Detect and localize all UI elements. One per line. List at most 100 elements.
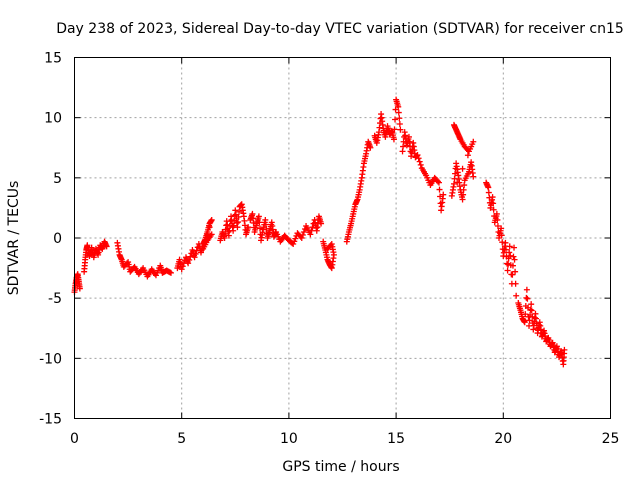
data-point	[299, 231, 306, 238]
data-point	[76, 285, 83, 292]
data-point	[434, 178, 441, 185]
data-point	[414, 151, 421, 158]
data-point	[498, 232, 505, 239]
data-point	[167, 269, 174, 276]
data-point	[504, 267, 511, 274]
data-point	[529, 313, 536, 320]
data-point	[300, 228, 307, 235]
data-point	[502, 239, 509, 246]
data-point	[325, 244, 332, 251]
y-tick-label: 15	[44, 51, 62, 67]
data-point	[395, 109, 402, 116]
data-point	[390, 136, 397, 143]
y-tick-labels: 15 10 5 0 -5 -10 -15	[39, 51, 62, 428]
data-point	[191, 254, 198, 261]
y-tick-label: -5	[48, 291, 62, 307]
chart-title: Day 238 of 2023, Sidereal Day-to-day VTE…	[56, 21, 624, 37]
data-point	[291, 238, 298, 245]
data-point	[255, 213, 262, 220]
data-point	[415, 155, 422, 162]
data-point	[234, 219, 241, 226]
x-tick-label: 25	[602, 431, 620, 447]
data-point	[298, 235, 305, 241]
data-point	[506, 249, 513, 256]
data-point	[523, 286, 530, 293]
data-point	[490, 206, 497, 213]
y-tick-label: -10	[39, 351, 62, 367]
data-point	[324, 245, 331, 252]
data-point	[208, 231, 215, 238]
data-point	[513, 292, 520, 299]
data-point	[489, 194, 496, 201]
data-point	[522, 311, 529, 318]
data-point	[509, 271, 516, 278]
data-point	[527, 306, 534, 313]
data-point	[512, 280, 519, 287]
data-point	[507, 252, 514, 259]
data-point	[561, 346, 568, 353]
data-point	[417, 161, 424, 168]
data-point	[452, 170, 459, 177]
data-point	[245, 224, 252, 231]
data-point	[485, 184, 492, 191]
data-point	[230, 222, 237, 229]
data-point	[450, 180, 457, 187]
data-point	[397, 126, 404, 133]
data-point	[511, 256, 518, 263]
data-point	[459, 165, 466, 172]
data-point	[235, 213, 242, 220]
x-tick-label: 5	[177, 431, 186, 447]
data-point	[256, 225, 263, 232]
x-tick-labels: 0 5 10 15 20 25	[70, 431, 619, 447]
y-tick-label: 5	[53, 171, 62, 187]
data-point	[436, 186, 443, 193]
data-point	[396, 120, 403, 127]
data-point	[367, 144, 374, 151]
x-tick-label: 15	[387, 431, 405, 447]
data-point	[186, 256, 193, 263]
data-point	[206, 224, 213, 231]
data-point	[493, 210, 500, 217]
data-point	[179, 263, 186, 270]
data-point	[490, 200, 497, 207]
data-point	[231, 212, 238, 219]
data-point	[494, 216, 501, 223]
y-tick-label: -15	[39, 412, 62, 428]
data-point	[464, 152, 471, 159]
data-point	[395, 103, 402, 110]
y-axis-label: SDTVAR / TECUs	[6, 181, 22, 296]
data-point	[392, 116, 399, 123]
data-point	[440, 191, 447, 198]
data-point	[504, 260, 511, 267]
data-point	[292, 235, 299, 242]
data-point	[192, 250, 199, 257]
data-point	[470, 138, 477, 145]
data-point	[416, 158, 423, 165]
data-point	[502, 246, 509, 253]
data-point	[506, 243, 513, 250]
data-point	[509, 262, 516, 269]
data-point	[103, 243, 110, 250]
data-point	[234, 224, 241, 231]
data-point	[526, 317, 533, 324]
data-points	[71, 96, 568, 368]
y-tick-label: 10	[44, 111, 62, 127]
data-point	[528, 301, 535, 308]
data-point	[256, 219, 263, 226]
data-point	[308, 227, 315, 234]
data-point	[318, 220, 325, 227]
data-point	[208, 216, 215, 223]
data-point	[494, 222, 501, 229]
x-tick-label: 0	[70, 431, 79, 447]
data-point	[230, 227, 237, 234]
data-point	[396, 115, 403, 122]
data-point	[307, 231, 314, 238]
data-point	[178, 266, 185, 273]
x-tick-label: 10	[280, 431, 298, 447]
y-tick-label: 0	[53, 231, 62, 247]
data-point	[512, 268, 519, 275]
data-point	[510, 253, 517, 260]
data-point	[528, 307, 535, 314]
data-point	[524, 295, 531, 302]
